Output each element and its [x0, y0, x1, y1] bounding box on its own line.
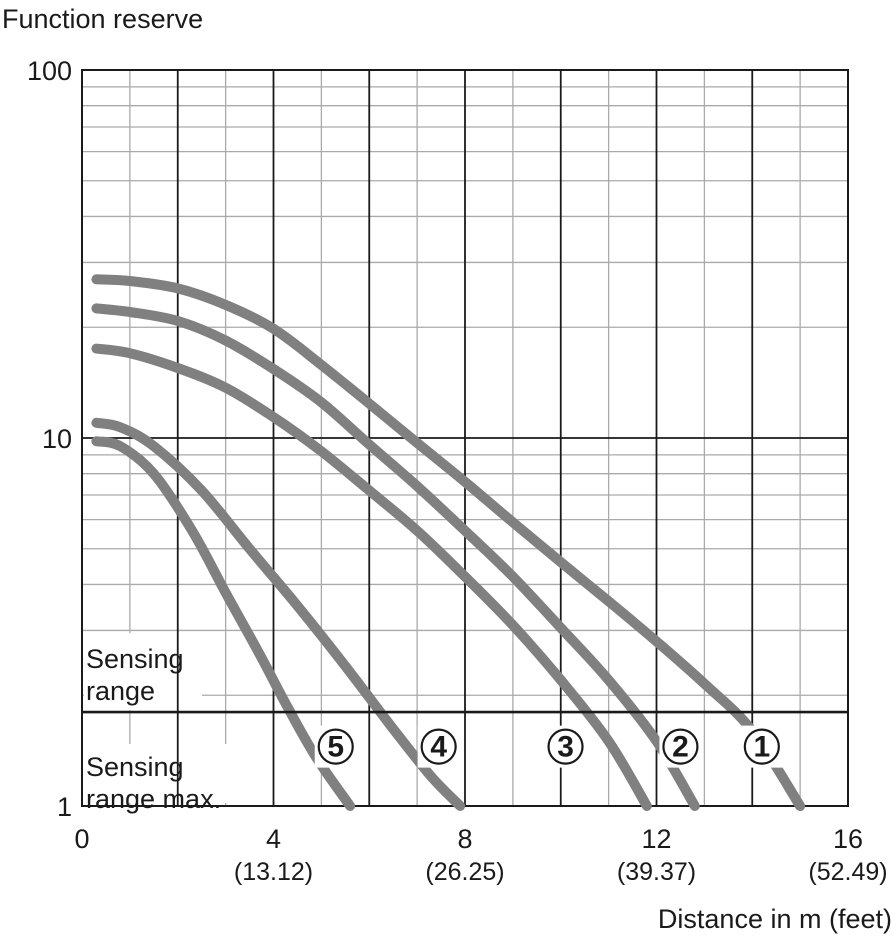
- curve-4: [91, 417, 466, 811]
- x-tick-sublabel: (52.49): [808, 858, 887, 886]
- curve-label-2: 2: [672, 731, 689, 764]
- curves: [91, 274, 806, 811]
- x-tick-label: 8: [457, 824, 472, 854]
- x-tick-label: 16: [833, 824, 863, 854]
- curve-label-ring: [317, 728, 354, 765]
- curve-label-ring: [662, 728, 699, 765]
- y-tick-label: 100: [27, 56, 72, 86]
- curve-label-backing: [314, 725, 357, 768]
- curve-label-1: 1: [753, 731, 770, 764]
- x-tick-label: 4: [266, 824, 281, 854]
- curve-3: [91, 343, 652, 811]
- zone-label-backing-lower: [84, 744, 244, 803]
- curve-1: [91, 274, 806, 811]
- x-tick-label: 12: [641, 824, 671, 854]
- x-tick-label: 0: [74, 824, 89, 854]
- curve-label-3: 3: [557, 731, 574, 764]
- curve-label-4: 4: [430, 731, 447, 764]
- curve-label-ring: [547, 728, 584, 765]
- zone-label-backing-upper: [84, 633, 202, 711]
- curve-label-backing: [659, 725, 702, 768]
- curve-label-ring: [743, 728, 780, 765]
- curve-label-5: 5: [327, 731, 344, 764]
- y-tick-label: 1: [57, 792, 72, 822]
- x-tick-sublabel: (39.37): [617, 858, 696, 886]
- curve-label-backing: [544, 725, 587, 768]
- curve-2: [91, 303, 700, 811]
- x-tick-sublabel: (13.12): [234, 858, 313, 886]
- curve-5: [91, 436, 356, 811]
- x-tick-sublabel: (26.25): [425, 858, 504, 886]
- y-tick-label: 10: [42, 424, 72, 454]
- zone-label-upper-line: range: [86, 676, 155, 706]
- zone-label-lower-line: Sensing: [86, 752, 184, 782]
- y-axis-title: Function reserve: [2, 4, 203, 34]
- curve-label-ring: [420, 728, 457, 765]
- curve-label-backing: [740, 725, 783, 768]
- zone-label-upper-line: Sensing: [86, 644, 184, 674]
- zone-label-lower-line: range max.: [86, 784, 221, 814]
- curve-label-backing: [417, 725, 460, 768]
- x-axis-title: Distance in m (feet): [658, 904, 892, 934]
